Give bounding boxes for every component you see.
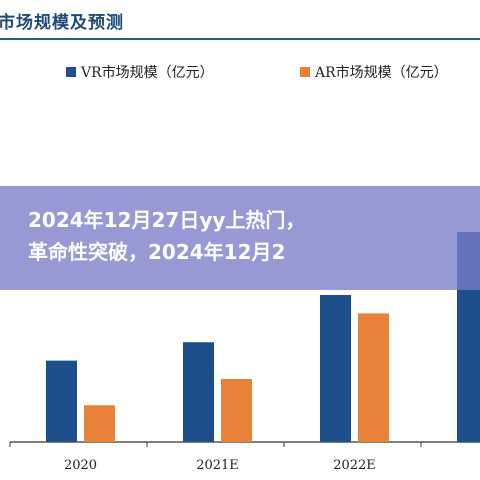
x-tick-label: 2022E [333, 458, 376, 473]
x-tick-label: 2020 [64, 458, 97, 473]
bar-vr-2021E [183, 342, 214, 442]
legend-swatch-ar [300, 67, 310, 77]
chart-title: 市场规模及预测 [0, 13, 124, 33]
legend: VR市场规模（亿元） AR市场规模（亿元） [0, 62, 480, 86]
headline-line-2: 革命性突破，2024年12月2 [28, 240, 286, 264]
bar-ar-2022E [358, 313, 389, 442]
bar-ar-2021E [221, 379, 252, 442]
bar-vr-2022E [320, 295, 351, 442]
legend-label-vr: VR市场规模（亿元） [81, 65, 214, 81]
x-tick-label: 2021E [196, 458, 239, 473]
title-divider [0, 38, 480, 40]
bar-ar-2020 [84, 405, 115, 442]
legend-item-ar: AR市场规模（亿元） [300, 62, 448, 82]
headline-banner: 2024年12月27日yy上热门， 革命性突破，2024年12月2 [0, 186, 480, 290]
legend-swatch-vr [66, 67, 76, 77]
headline-line-1: 2024年12月27日yy上热门， [28, 208, 306, 232]
legend-label-ar: AR市场规模（亿元） [315, 65, 448, 81]
bar-vr-2020 [46, 360, 77, 442]
legend-item-vr: VR市场规模（亿元） [66, 62, 214, 82]
